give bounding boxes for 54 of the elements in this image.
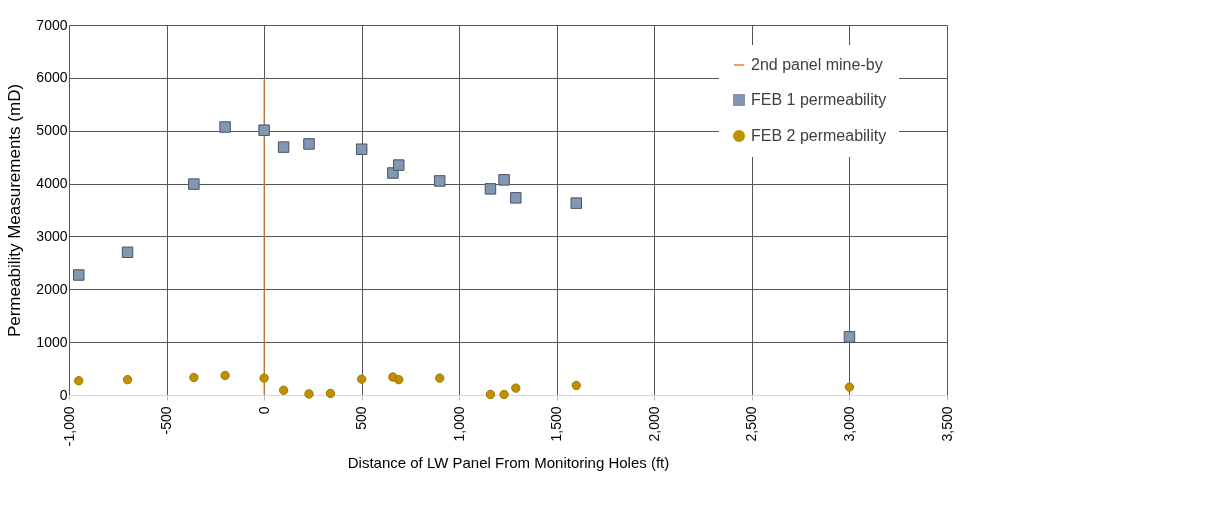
legend-label: FEB 2 permeability [751,127,887,144]
x-tick-label: -1,000 [60,406,77,447]
y-tick-label: 4000 [36,175,68,192]
y-tick-label: 2000 [36,280,68,297]
point [843,331,856,343]
point [433,175,446,187]
x-tick-label: 1,500 [548,406,565,442]
x-axis-title: Distance of LW Panel From Monitoring Holes (ft) [347,454,670,472]
legend-label: 2nd panel mine-by [751,56,883,73]
point [188,178,200,190]
point [392,159,405,171]
point [435,373,445,383]
x-tick-label: 3,000 [840,406,857,442]
x-tick-label: 0 [255,406,272,415]
point [498,174,510,186]
point [485,389,496,400]
x-tick-label: -500 [158,406,175,435]
x-tick-label: 500 [353,406,370,430]
point [394,375,404,385]
x-tick-label: 2,500 [743,406,760,442]
x-tick-label: 1,000 [450,406,467,442]
y-tick-label: 1000 [36,333,68,350]
point [355,143,368,155]
point [356,374,367,384]
point [219,121,231,133]
point [484,183,497,195]
legend-label: FEB 1 permeability [751,91,887,108]
point [303,138,315,150]
point [511,383,521,393]
point [259,373,269,383]
y-tick-label: 6000 [36,69,68,86]
point [220,370,230,381]
point [73,269,85,281]
y-tick-label: 3000 [36,227,68,244]
point [258,124,270,136]
x-tick-label: 3,500 [938,406,955,442]
point [844,382,855,392]
point [571,380,581,391]
y-tick-label: 7000 [36,16,68,33]
point [121,246,134,259]
x-tick-label: 2,000 [645,406,662,442]
point [325,388,336,399]
y-tick-label: 5000 [36,122,68,139]
point [122,375,133,385]
y-axis-title: Permeability Measurements (mD) [5,83,25,338]
point [277,141,290,153]
point [74,376,84,386]
point [304,389,314,399]
point [510,192,522,204]
y-tick-label: 0 [59,386,68,403]
point [499,389,509,400]
point [189,372,199,383]
point [570,197,583,209]
point [278,385,289,395]
